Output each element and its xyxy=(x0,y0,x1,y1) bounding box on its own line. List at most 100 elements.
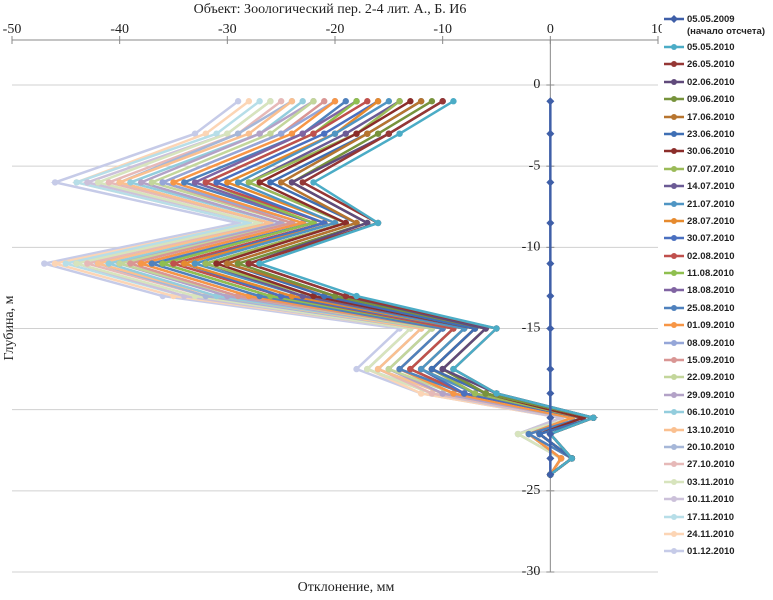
legend: 05.05.2009 (начало отсчета) 05.05.2010 26.… xyxy=(664,14,773,564)
legend-marker xyxy=(671,165,677,172)
legend-label: 14.07.2010 xyxy=(687,181,735,193)
marker xyxy=(41,260,48,267)
chart-title: Объект: Зоологический пер. 2-4 лит. А., … xyxy=(194,2,467,17)
marker xyxy=(245,130,253,137)
marker xyxy=(385,130,393,137)
marker xyxy=(94,179,102,186)
marker xyxy=(331,130,339,137)
legend-marker xyxy=(671,78,677,85)
legend-label: 05.05.2009 (начало отсчета) xyxy=(687,14,766,37)
legend-label: 09.06.2010 xyxy=(687,94,735,106)
marker xyxy=(450,98,457,105)
legend-label: 29.09.2010 xyxy=(687,389,735,401)
legend-marker xyxy=(671,252,677,259)
marker xyxy=(127,260,134,267)
legend-swatch xyxy=(664,357,684,364)
x-tick-label: -30 xyxy=(218,22,237,37)
legend-item: 13.10.2010 xyxy=(664,425,773,442)
legend-marker xyxy=(671,374,677,381)
legend-marker xyxy=(671,426,677,433)
legend-marker xyxy=(671,478,677,485)
marker xyxy=(181,179,188,186)
marker xyxy=(374,98,382,105)
legend-item: 02.08.2010 xyxy=(664,251,773,268)
legend-item: 06.10.2010 xyxy=(664,407,773,424)
marker xyxy=(407,98,414,105)
legend-item: 09.06.2010 xyxy=(664,94,773,111)
legend-label: 17.06.2010 xyxy=(687,111,735,123)
marker xyxy=(159,179,166,186)
marker xyxy=(546,324,555,333)
marker xyxy=(73,179,80,186)
legend-label: 02.08.2010 xyxy=(687,250,735,262)
marker xyxy=(213,179,220,186)
marker xyxy=(116,179,123,186)
x-axis-label: Отклонение, мм xyxy=(298,580,395,595)
marker xyxy=(536,430,543,438)
legend-swatch xyxy=(664,461,684,468)
marker xyxy=(105,260,113,267)
marker xyxy=(148,179,156,186)
legend-swatch xyxy=(664,391,684,398)
marker xyxy=(256,260,263,267)
legend-swatch xyxy=(664,78,684,85)
marker xyxy=(277,130,285,137)
marker xyxy=(288,130,296,137)
marker xyxy=(353,292,360,300)
legend-item: 29.09.2010 xyxy=(664,390,773,407)
marker xyxy=(374,365,382,373)
marker xyxy=(525,430,532,438)
marker xyxy=(299,179,306,186)
marker xyxy=(546,218,555,227)
marker xyxy=(546,259,555,268)
legend-label: 22.09.2010 xyxy=(687,372,735,384)
marker xyxy=(51,179,59,186)
marker xyxy=(417,390,425,397)
line xyxy=(147,100,583,476)
legend-item: 18.08.2010 xyxy=(664,285,773,302)
marker xyxy=(51,260,59,267)
marker xyxy=(299,130,306,137)
marker xyxy=(396,98,403,105)
marker xyxy=(342,98,349,105)
marker xyxy=(267,179,274,186)
marker xyxy=(224,260,231,267)
legend-marker xyxy=(671,357,677,364)
marker xyxy=(331,292,339,300)
marker xyxy=(234,130,242,137)
legend-swatch xyxy=(664,44,684,50)
legend-swatch xyxy=(664,113,684,120)
legend-marker xyxy=(671,200,677,207)
marker xyxy=(482,390,489,397)
legend-label: 23.06.2010 xyxy=(687,128,735,140)
marker xyxy=(202,179,209,186)
legend-swatch xyxy=(664,443,684,450)
marker xyxy=(342,292,349,300)
marker xyxy=(310,98,317,105)
marker xyxy=(321,130,328,137)
marker xyxy=(191,179,199,186)
legend-swatch xyxy=(664,96,684,103)
legend-label: 17.11.2010 xyxy=(687,511,735,523)
legend-marker xyxy=(671,461,677,468)
legend-item: 01.09.2010 xyxy=(664,320,773,337)
legend-item: 02.06.2010 xyxy=(664,77,773,94)
legend-swatch xyxy=(664,287,684,294)
legend-item: 30.06.2010 xyxy=(664,146,773,163)
legend-swatch xyxy=(664,513,684,520)
legend-swatch xyxy=(664,478,684,485)
marker xyxy=(364,365,371,373)
marker xyxy=(546,454,555,463)
marker xyxy=(288,179,296,186)
legend-marker xyxy=(671,217,677,224)
legend-swatch xyxy=(664,183,684,190)
x-tick-label: 0 xyxy=(547,22,554,37)
marker xyxy=(245,260,253,267)
marker xyxy=(374,130,382,137)
legend-marker xyxy=(671,148,677,155)
x-tick-label: 10 xyxy=(651,22,662,37)
legend-item: 23.06.2010 xyxy=(664,129,773,146)
marker xyxy=(514,430,522,438)
legend-label: 30.06.2010 xyxy=(687,146,735,158)
